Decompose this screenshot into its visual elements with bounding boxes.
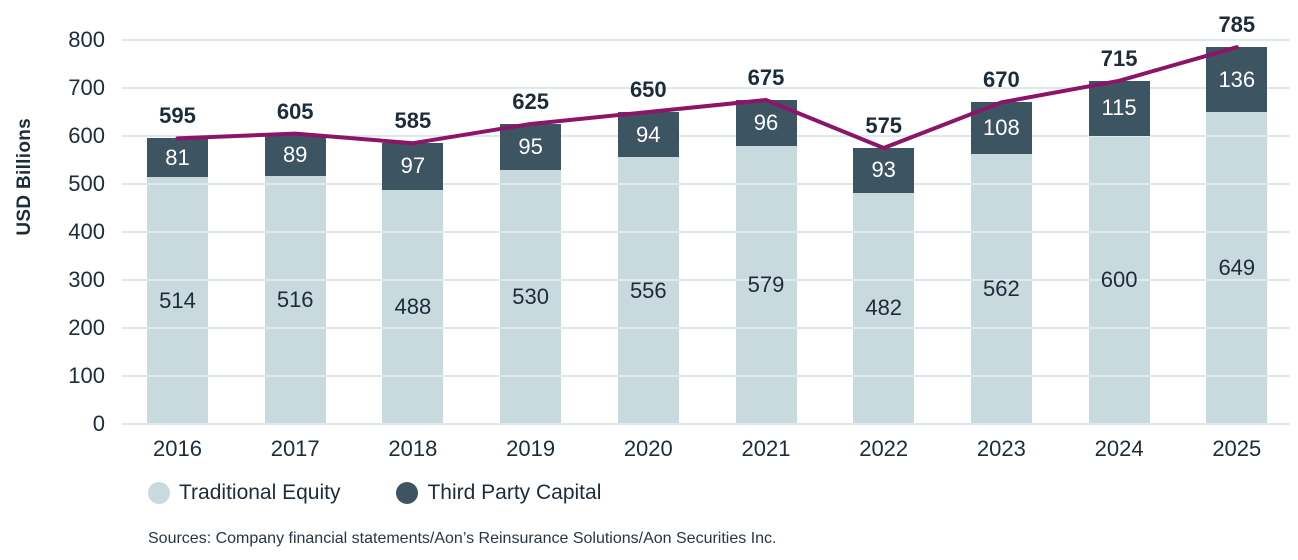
sources-note: Sources: Company financial statements/Ao… (148, 530, 777, 547)
total-label-2023: 670 (983, 67, 1020, 93)
bar-segment-traditional-2020 (617, 157, 679, 424)
bar-value-traditional-2018: 488 (394, 293, 432, 319)
total-label-2022: 575 (865, 113, 903, 138)
x-tick-2025: 2025 (1212, 436, 1262, 461)
bar-segment-traditional-2016 (147, 177, 208, 424)
bar-value-traditional-2016: 514 (159, 287, 196, 313)
y-tick-200: 200 (68, 315, 105, 340)
y-tick-300: 300 (68, 267, 105, 292)
gridline-400 (122, 231, 1290, 233)
bar-segment-traditional-2023 (970, 154, 1032, 424)
bar-value-traditional-2025: 649 (1218, 255, 1256, 281)
bar-value-traditional-2022: 482 (865, 295, 903, 321)
bar-segment-traditional-2017 (264, 176, 326, 424)
bar-value-traditional-2017: 516 (276, 287, 314, 313)
gridline-300 (122, 279, 1290, 281)
x-tick-2022: 2022 (859, 436, 909, 461)
bar-value-traditional-2023: 562 (983, 276, 1020, 302)
y-tick-800: 800 (68, 27, 105, 52)
total-label-2019: 625 (512, 89, 549, 114)
total-label-2021: 675 (747, 65, 785, 90)
bar-value-third-party-2023: 108 (983, 115, 1020, 141)
bar-value-third-party-2025: 136 (1218, 66, 1256, 92)
y-tick-600: 600 (68, 123, 105, 148)
y-tick-100: 100 (68, 363, 105, 388)
bar-segment-traditional-2021 (735, 146, 797, 424)
legend-item-traditional-equity: Traditional Equity (148, 481, 340, 505)
gridline-500 (122, 183, 1290, 185)
y-tick-700: 700 (68, 75, 105, 100)
bar-value-third-party-2020: 94 (636, 121, 661, 147)
third-party-capital-swatch-icon (396, 482, 419, 504)
total-line (175, 45, 1239, 150)
legend-label-third-party-capital: Third Party Capital (427, 481, 602, 504)
gridline-0 (122, 423, 1290, 425)
y-tick-0: 0 (92, 411, 105, 436)
bar-value-traditional-2020: 556 (629, 277, 667, 303)
total-label-2018: 585 (394, 108, 432, 134)
total-label-2024: 715 (1100, 45, 1138, 71)
bar-value-traditional-2021: 579 (747, 272, 785, 298)
y-tick-500: 500 (68, 171, 105, 196)
traditional-equity-swatch-icon (148, 482, 170, 504)
total-label-2025: 785 (1218, 12, 1256, 38)
x-tick-2020: 2020 (623, 436, 673, 461)
x-tick-2021: 2021 (741, 436, 791, 461)
bar-segment-traditional-2025 (1206, 112, 1268, 424)
y-tick-400: 400 (68, 219, 105, 244)
bar-segment-traditional-2018 (382, 189, 444, 424)
bar-value-third-party-2019: 95 (518, 133, 543, 159)
x-tick-2017: 2017 (270, 436, 320, 461)
x-tick-2023: 2023 (976, 436, 1026, 461)
bar-segment-third-party-2022 (853, 148, 915, 193)
legend: Traditional Equity Third Party Capital (148, 481, 657, 505)
bar-value-third-party-2018: 97 (400, 153, 426, 179)
x-tick-2024: 2024 (1094, 436, 1144, 461)
total-label-2020: 650 (629, 77, 667, 102)
bar-value-third-party-2024: 115 (1101, 95, 1137, 121)
bar-value-traditional-2024: 600 (1100, 267, 1138, 292)
gridline-100 (122, 375, 1290, 377)
bar-value-traditional-2019: 530 (512, 283, 549, 309)
bar-value-third-party-2021: 96 (753, 110, 779, 136)
x-tick-2016: 2016 (153, 436, 202, 461)
bar-value-third-party-2022: 93 (871, 157, 896, 183)
bar-value-third-party-2017: 89 (282, 141, 308, 167)
x-tick-2018: 2018 (388, 436, 438, 461)
bar-value-third-party-2016: 81 (165, 144, 190, 170)
total-label-2016: 595 (159, 103, 196, 129)
bar-segment-traditional-2019 (500, 169, 562, 424)
bar-segment-traditional-2022 (853, 192, 915, 424)
gridline-800 (122, 39, 1290, 41)
total-label-2017: 605 (276, 98, 314, 124)
gridline-200 (122, 327, 1290, 329)
legend-item-third-party-capital: Third Party Capital (396, 481, 601, 505)
bar-segment-third-party-2018 (382, 143, 444, 190)
legend-label-traditional-equity: Traditional Equity (179, 481, 341, 504)
x-tick-2019: 2019 (506, 436, 556, 461)
